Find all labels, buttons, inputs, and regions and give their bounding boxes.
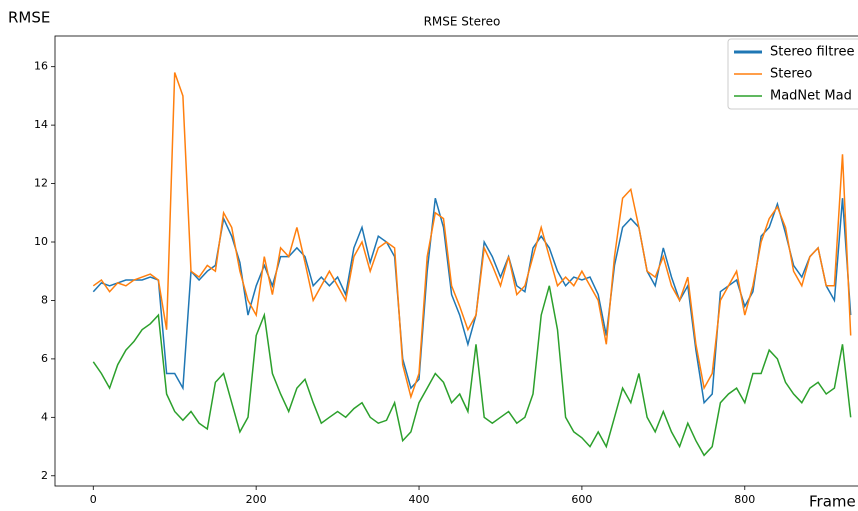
series-line bbox=[92, 285, 852, 457]
x-tick-label: 400 bbox=[409, 493, 430, 506]
legend-label: MadNet Mad bbox=[770, 89, 852, 104]
x-tick-label: 600 bbox=[571, 493, 592, 506]
y-tick-label: 8 bbox=[41, 293, 48, 306]
legend-label: Stereo filtree bbox=[770, 45, 854, 60]
plot-frame bbox=[54, 35, 858, 487]
legend-label: Stereo bbox=[770, 67, 812, 82]
y-axis-label: RMSE bbox=[8, 9, 50, 27]
x-tick-label: 200 bbox=[246, 493, 267, 506]
y-tick-label: 14 bbox=[34, 118, 48, 131]
chart-title: RMSE Stereo bbox=[424, 15, 501, 29]
series-line bbox=[92, 72, 852, 400]
legend-box bbox=[727, 38, 858, 110]
x-tick-label: 0 bbox=[90, 493, 97, 506]
x-tick-label: 800 bbox=[734, 493, 755, 506]
x-axis-label: Frame bbox=[809, 493, 856, 511]
y-tick-label: 12 bbox=[34, 177, 48, 190]
y-tick-label: 4 bbox=[41, 410, 48, 423]
y-tick-label: 10 bbox=[34, 235, 48, 248]
y-tick-label: 6 bbox=[41, 352, 48, 365]
y-tick-label: 2 bbox=[41, 469, 48, 482]
y-tick-label: 16 bbox=[34, 60, 48, 73]
